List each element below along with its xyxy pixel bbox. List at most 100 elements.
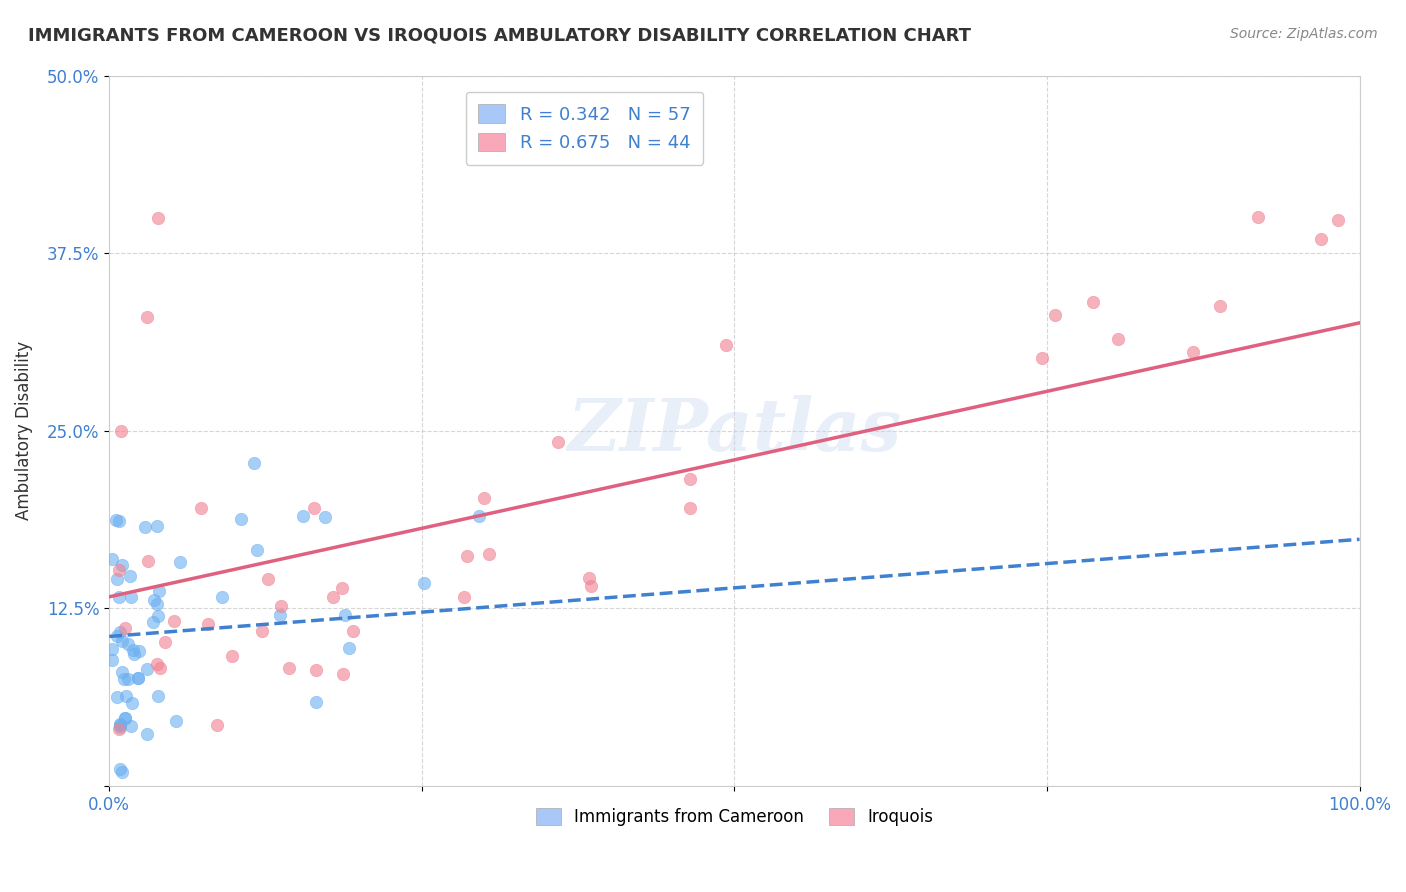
Point [581, 579, 603, 593]
Point [105, 630, 128, 644]
Point [257, 572, 280, 586]
Point [110, 558, 132, 572]
Point [114, 711, 136, 725]
Point [278, 661, 301, 675]
Point [292, 508, 315, 523]
Point [101, 642, 124, 657]
Point [138, 554, 160, 568]
Point [107, 563, 129, 577]
Point [547, 435, 569, 450]
Point [120, 719, 142, 733]
Point [111, 764, 134, 779]
Point [108, 590, 131, 604]
Point [105, 690, 128, 704]
Point [1247, 210, 1270, 224]
Point [1043, 309, 1066, 323]
Point [305, 663, 328, 677]
Text: Source: ZipAtlas.com: Source: ZipAtlas.com [1230, 27, 1378, 41]
Point [108, 721, 131, 735]
Point [474, 491, 496, 506]
Point [111, 665, 134, 679]
Point [250, 624, 273, 639]
Point [121, 696, 143, 710]
Point [477, 548, 499, 562]
Point [1107, 333, 1129, 347]
Point [148, 211, 170, 225]
Point [163, 614, 186, 628]
Point [108, 716, 131, 731]
Point [456, 549, 478, 563]
Point [1208, 299, 1230, 313]
Point [1081, 295, 1104, 310]
Point [190, 500, 212, 515]
Point [166, 714, 188, 728]
Point [146, 597, 169, 611]
Point [229, 512, 252, 526]
Point [153, 635, 176, 649]
Point [148, 690, 170, 704]
Point [1182, 345, 1205, 359]
Point [114, 621, 136, 635]
Point [115, 689, 138, 703]
Point [412, 576, 434, 591]
Point [121, 643, 143, 657]
Point [134, 520, 156, 534]
Y-axis label: Ambulatory Disability: Ambulatory Disability [15, 341, 32, 520]
Point [136, 310, 159, 324]
Point [146, 609, 169, 624]
Point [197, 616, 219, 631]
Point [111, 634, 134, 648]
Point [246, 542, 269, 557]
Point [314, 510, 336, 524]
Point [1309, 232, 1331, 246]
Point [270, 599, 292, 613]
Point [1327, 212, 1350, 227]
Point [342, 624, 364, 638]
Point [100, 551, 122, 566]
Point [108, 514, 131, 528]
Point [127, 671, 149, 685]
Point [1031, 351, 1053, 365]
Point [578, 571, 600, 585]
Point [118, 569, 141, 583]
Point [211, 591, 233, 605]
Point [105, 513, 128, 527]
Point [468, 509, 491, 524]
Point [714, 338, 737, 352]
Point [108, 762, 131, 776]
Point [127, 671, 149, 685]
Point [337, 641, 360, 656]
Point [221, 649, 243, 664]
Point [136, 727, 159, 741]
Point [117, 637, 139, 651]
Point [679, 500, 702, 515]
Point [142, 593, 165, 607]
Point [205, 718, 228, 732]
Point [149, 661, 172, 675]
Point [332, 667, 354, 681]
Point [135, 662, 157, 676]
Point [148, 584, 170, 599]
Point [110, 424, 132, 438]
Text: IMMIGRANTS FROM CAMEROON VS IROQUOIS AMBULATORY DISABILITY CORRELATION CHART: IMMIGRANTS FROM CAMEROON VS IROQUOIS AMB… [28, 27, 972, 45]
Point [305, 695, 328, 709]
Point [114, 711, 136, 725]
Point [169, 555, 191, 569]
Point [105, 572, 128, 586]
Point [335, 608, 357, 623]
Point [120, 590, 142, 604]
Point [330, 581, 353, 595]
Point [243, 456, 266, 470]
Point [141, 615, 163, 630]
Point [269, 608, 291, 623]
Point [453, 590, 475, 604]
Point [128, 644, 150, 658]
Point [146, 518, 169, 533]
Point [145, 657, 167, 672]
Text: ZIPatlas: ZIPatlas [567, 395, 901, 467]
Point [122, 647, 145, 661]
Point [108, 624, 131, 639]
Point [100, 653, 122, 667]
Point [117, 672, 139, 686]
Point [304, 501, 326, 516]
